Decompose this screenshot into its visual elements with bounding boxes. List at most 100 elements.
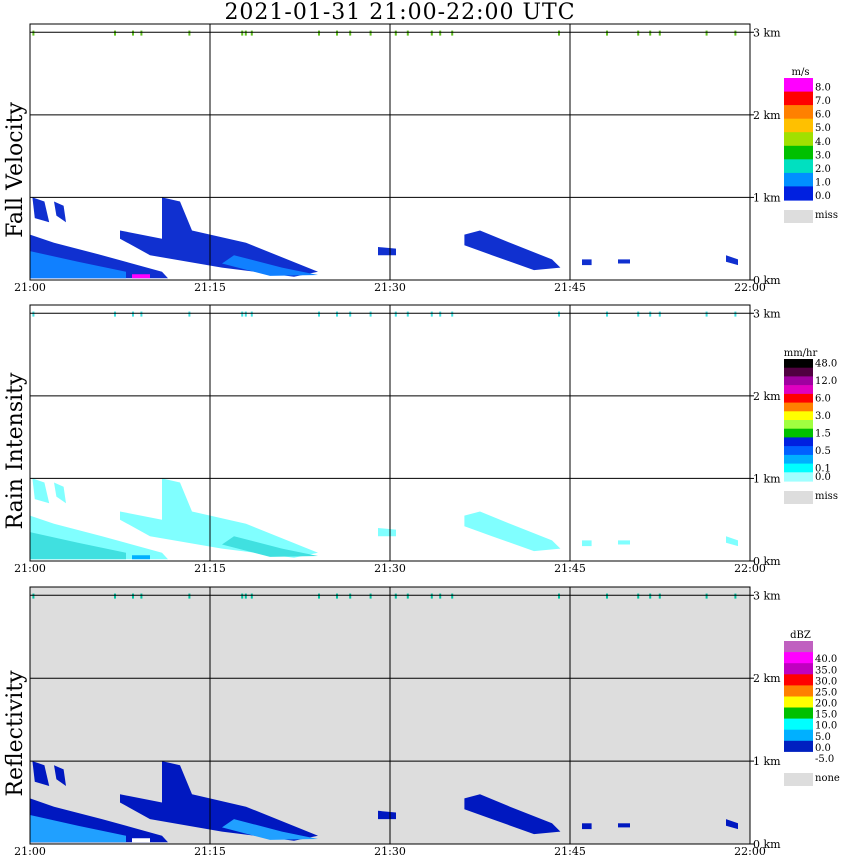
colorbar-swatch bbox=[784, 454, 813, 465]
colorbar-swatch bbox=[784, 91, 813, 106]
echo-mark bbox=[140, 311, 143, 317]
echo-mark bbox=[439, 311, 442, 317]
colorbar-swatch bbox=[784, 105, 813, 120]
echo-region bbox=[582, 823, 592, 830]
colorbar-label: 1.5 bbox=[815, 428, 831, 439]
y-tick-label: 2 km bbox=[753, 672, 781, 685]
echo-mark bbox=[32, 30, 35, 36]
echo-mark bbox=[318, 593, 320, 599]
plot-frame bbox=[29, 304, 751, 562]
colorbar-label: 0.5 bbox=[815, 446, 831, 457]
colorbar-swatch bbox=[784, 652, 813, 664]
echo-mark bbox=[336, 593, 338, 599]
x-tick-label: 22:00 bbox=[734, 562, 766, 575]
colorbar-label: 5.0 bbox=[815, 123, 831, 134]
echo-mark bbox=[244, 593, 247, 599]
x-tick-label: 21:30 bbox=[374, 845, 406, 858]
x-tick-label: 21:15 bbox=[194, 845, 226, 858]
echo-region bbox=[132, 555, 150, 560]
colorbar-label: 0.0 bbox=[815, 191, 831, 202]
colorbar-miss-label: miss bbox=[815, 210, 838, 221]
colorbar-swatch bbox=[784, 402, 813, 412]
colorbar-swatch bbox=[784, 172, 813, 188]
echo-region bbox=[120, 478, 318, 558]
echo-mark bbox=[606, 311, 608, 317]
echo-mark bbox=[649, 593, 652, 599]
echo-mark bbox=[734, 30, 737, 36]
colorbar-label: 1.0 bbox=[815, 177, 831, 188]
echo-mark bbox=[558, 593, 560, 599]
echo-mark bbox=[606, 30, 608, 36]
x-tick-label: 21:00 bbox=[14, 562, 46, 575]
panel-label: Reflectivity bbox=[3, 670, 28, 797]
echo-mark bbox=[369, 311, 372, 317]
colorbar-swatch bbox=[784, 663, 813, 675]
y-tick-label: 3 km bbox=[753, 307, 781, 320]
echo-mark bbox=[369, 30, 372, 36]
colorbar-swatch bbox=[784, 78, 813, 93]
x-tick-label: 21:15 bbox=[194, 281, 226, 294]
colorbar-swatch bbox=[784, 411, 813, 421]
echo-mark bbox=[244, 311, 247, 317]
panel-fall-velocity: 0 km 1 km 2 km 3 km 21:00 21:15 21:30 21:45 22:0… bbox=[3, 23, 838, 294]
echo-region bbox=[120, 197, 318, 277]
colorbar-label: 6.0 bbox=[815, 110, 831, 121]
colorbar-miss-swatch bbox=[784, 491, 813, 504]
y-tick-label: 3 km bbox=[753, 26, 781, 39]
colorbar-swatch bbox=[784, 118, 813, 133]
echo-region bbox=[726, 255, 738, 266]
echo-mark bbox=[336, 311, 338, 317]
x-tick-label: 21:30 bbox=[374, 562, 406, 575]
echo-region bbox=[132, 838, 150, 843]
echo-region bbox=[378, 810, 396, 820]
x-tick-label: 21:15 bbox=[194, 562, 226, 575]
colorbar-swatch bbox=[784, 437, 813, 447]
colorbar-unit: dBZ bbox=[790, 630, 811, 641]
echo-region bbox=[464, 230, 561, 271]
echo-mark bbox=[132, 30, 134, 36]
echo-region bbox=[582, 540, 592, 547]
echo-mark bbox=[394, 593, 397, 599]
colorbar-label: 0.0 bbox=[815, 472, 831, 483]
colorbar-label: 35.0 bbox=[815, 665, 837, 676]
echo-region bbox=[32, 761, 50, 786]
panel-label: Fall Velocity bbox=[3, 102, 28, 238]
echo-mark bbox=[250, 593, 253, 599]
echo-mark bbox=[336, 30, 338, 36]
echo-region bbox=[54, 765, 66, 786]
plot-frame bbox=[29, 586, 751, 845]
echo-mark bbox=[406, 593, 409, 599]
echo-region bbox=[464, 511, 561, 552]
echo-mark bbox=[658, 311, 661, 317]
colorbar-label: 40.0 bbox=[815, 654, 837, 665]
colorbar-swatch bbox=[784, 393, 813, 404]
colorbar-label: 25.0 bbox=[815, 688, 837, 699]
x-tick-label: 21:45 bbox=[554, 562, 586, 575]
colorbar-swatch bbox=[784, 376, 813, 386]
echo-region bbox=[132, 274, 150, 279]
echo-mark bbox=[250, 30, 253, 36]
colorbar-label: 12.0 bbox=[815, 376, 837, 387]
echo-mark bbox=[132, 311, 134, 317]
echo-region bbox=[32, 197, 50, 223]
panel-rain-intensity: 0 km 1 km 2 km 3 km 21:00 21:15 21:30 21:45 22:0… bbox=[3, 304, 838, 575]
echo-mark bbox=[318, 311, 320, 317]
echo-mark bbox=[430, 593, 433, 599]
y-tick-label: 0 km bbox=[753, 274, 781, 287]
plot-frame bbox=[29, 23, 751, 281]
echo-region bbox=[54, 201, 66, 223]
colorbar-label: 20.0 bbox=[815, 699, 837, 710]
colorbar-label: 30.0 bbox=[815, 676, 837, 687]
echo-region bbox=[222, 536, 318, 557]
colorbar-label: 7.0 bbox=[815, 96, 831, 107]
echo-mark bbox=[637, 30, 640, 36]
echo-region bbox=[32, 478, 50, 504]
echo-region bbox=[54, 482, 66, 504]
colorbar-miss-swatch bbox=[784, 210, 813, 223]
colorbar-swatch bbox=[784, 641, 813, 653]
colorbar-label: 0.0 bbox=[815, 743, 831, 754]
echo-mark bbox=[188, 593, 191, 599]
echo-mark bbox=[114, 311, 116, 317]
echo-region bbox=[726, 819, 738, 830]
